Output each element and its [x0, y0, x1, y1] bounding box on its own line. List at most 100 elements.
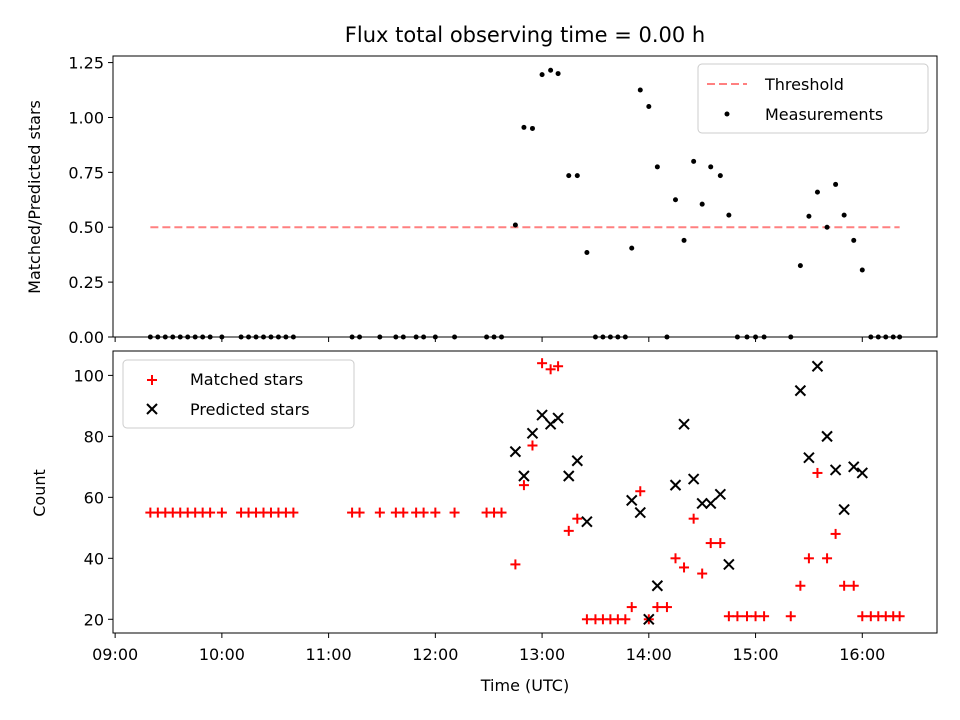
data-point — [868, 334, 874, 340]
data-point — [723, 611, 734, 622]
data-point — [857, 611, 868, 622]
x-tick-label: 13:00 — [519, 645, 565, 664]
data-point — [155, 334, 161, 340]
data-point — [622, 334, 628, 340]
data-point — [574, 173, 580, 179]
series-predicted-stars — [509, 360, 868, 625]
data-point — [393, 334, 399, 340]
series-measurements — [147, 67, 903, 340]
data-point — [600, 334, 606, 340]
bottom-y-axis-label: Count — [30, 469, 49, 517]
data-point — [821, 430, 833, 443]
data-point — [626, 602, 637, 613]
data-point — [192, 334, 198, 340]
data-point — [841, 212, 847, 218]
data-point — [679, 562, 690, 573]
data-point — [669, 479, 682, 491]
series-matched-stars — [145, 358, 905, 625]
data-point — [177, 334, 183, 340]
data-point — [491, 334, 497, 340]
data-point — [875, 334, 881, 340]
data-point — [147, 334, 153, 340]
data-point — [699, 201, 705, 207]
data-point — [377, 334, 383, 340]
data-point — [548, 67, 554, 73]
data-point — [452, 334, 458, 340]
data-point — [814, 189, 820, 195]
chart-title: Flux total observing time = 0.00 h — [345, 23, 705, 47]
bottom-legend: Matched stars Predicted stars — [122, 359, 355, 429]
x-tick-label: 12:00 — [412, 645, 458, 664]
legend-measurements-label: Measurements — [765, 105, 883, 124]
data-point — [539, 72, 545, 78]
data-point — [260, 334, 266, 340]
data-point — [705, 497, 717, 510]
data-point — [563, 470, 575, 482]
data-point — [714, 488, 727, 500]
data-point — [744, 334, 750, 340]
data-point — [750, 611, 761, 622]
data-point — [510, 559, 521, 570]
data-point — [883, 334, 889, 340]
top-panel: 0.00 0.25 0.50 0.75 1.00 1.25 — [68, 54, 938, 347]
data-point — [499, 334, 505, 340]
data-point — [848, 580, 859, 591]
data-point — [581, 516, 593, 528]
data-point — [848, 461, 860, 473]
x-axis: 09:00 10:00 11:00 12:00 13:00 14:00 15:00 16:00 — [92, 645, 885, 664]
data-point — [571, 455, 584, 467]
data-point — [717, 173, 723, 179]
data-point — [894, 611, 905, 622]
data-point — [620, 614, 631, 625]
x-tick-label: 09:00 — [92, 645, 138, 664]
data-point — [797, 263, 803, 269]
data-point — [552, 412, 564, 424]
data-point — [742, 611, 753, 622]
y-tick-label: 60 — [84, 488, 104, 507]
data-point — [672, 197, 678, 203]
data-point — [246, 334, 252, 340]
data-point — [398, 507, 409, 518]
data-point — [536, 409, 548, 421]
y-tick-label: 0.50 — [68, 218, 104, 237]
data-point — [670, 553, 681, 564]
legend-matched-swatch — [147, 375, 157, 385]
x-tick-label: 10:00 — [199, 645, 245, 664]
data-point — [629, 245, 635, 251]
data-point — [734, 334, 740, 340]
data-point — [290, 334, 296, 340]
data-point — [829, 464, 842, 476]
data-point — [839, 580, 850, 591]
legend-frame — [122, 359, 355, 429]
data-point — [715, 538, 726, 549]
data-point — [803, 553, 814, 564]
data-point — [529, 125, 535, 131]
x-tick-label: 11:00 — [306, 645, 352, 664]
data-point — [521, 124, 527, 130]
data-point — [219, 334, 225, 340]
data-point — [637, 87, 643, 93]
legend-predicted-swatch — [146, 403, 158, 415]
data-point — [354, 507, 365, 518]
data-point — [753, 334, 759, 340]
y-tick-label: 0.75 — [68, 163, 104, 182]
data-point — [615, 334, 621, 340]
data-point — [581, 614, 592, 625]
data-point — [697, 568, 708, 579]
x-tick-label: 16:00 — [839, 645, 885, 664]
data-point — [687, 473, 700, 485]
data-point — [794, 384, 807, 397]
top-y-axis-label: Matched/Predicted stars — [25, 100, 44, 294]
data-point — [421, 334, 427, 340]
data-point — [830, 528, 841, 539]
data-point — [413, 334, 419, 340]
data-point — [705, 538, 716, 549]
data-point — [607, 334, 613, 340]
data-point — [527, 440, 538, 451]
x-tick-label: 14:00 — [626, 645, 672, 664]
data-point — [432, 334, 438, 340]
data-point — [449, 507, 460, 518]
data-point — [205, 507, 216, 518]
x-axis-label: Time (UTC) — [480, 676, 569, 695]
